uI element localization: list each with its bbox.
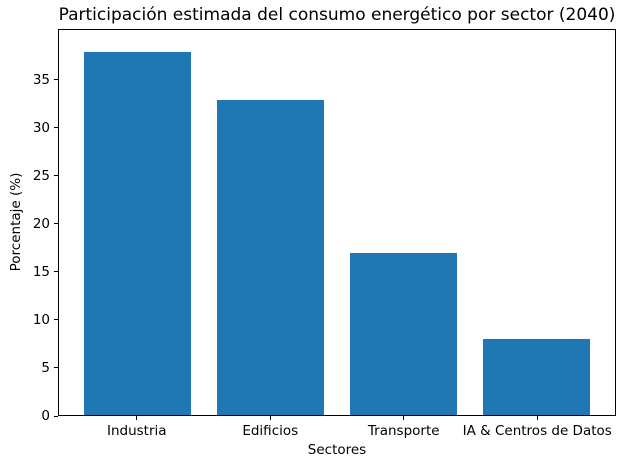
y-tick-label: 0 bbox=[41, 408, 50, 424]
x-tick-label-ia-centros-de-datos: IA & Centros de Datos bbox=[462, 423, 612, 439]
x-tick-mark bbox=[136, 416, 138, 420]
y-tick-mark bbox=[54, 319, 58, 321]
plot-area bbox=[58, 29, 616, 416]
y-tick-mark bbox=[54, 79, 58, 81]
x-axis-label: Sectores bbox=[307, 442, 367, 458]
y-axis-ticks: 0 5 10 15 20 25 30 35 bbox=[0, 29, 58, 424]
bar-transporte bbox=[350, 252, 457, 415]
bars-container bbox=[59, 30, 615, 415]
y-tick-mark bbox=[54, 271, 58, 273]
y-tick-label: 10 bbox=[32, 311, 50, 328]
y-tick-label: 30 bbox=[32, 119, 50, 136]
x-tick-mark bbox=[269, 416, 271, 420]
bar-ia-centros-de-datos bbox=[483, 338, 590, 415]
y-tick-mark bbox=[54, 223, 58, 225]
y-tick-mark bbox=[54, 127, 58, 129]
x-tick-mark bbox=[536, 416, 538, 420]
x-axis-ticks: Industria Edificios Transporte IA & Centros… bbox=[58, 416, 616, 442]
y-tick-label: 15 bbox=[32, 263, 50, 280]
x-tick-mark bbox=[403, 416, 405, 420]
y-tick-mark bbox=[54, 175, 58, 177]
chart-title: Participación estimada del consumo energ… bbox=[58, 5, 616, 25]
y-tick-label: 35 bbox=[32, 71, 50, 88]
y-tick-label: 25 bbox=[32, 167, 50, 184]
x-tick-label-edificios: Edificios bbox=[242, 423, 299, 439]
y-tick-mark bbox=[54, 367, 58, 369]
y-tick-label: 5 bbox=[41, 359, 50, 376]
x-tick-label-transporte: Transporte bbox=[367, 423, 440, 439]
y-tick-mark bbox=[54, 415, 58, 417]
x-tick-label-industria: Industria bbox=[106, 423, 167, 439]
bar-industria bbox=[84, 51, 191, 415]
y-tick-label: 20 bbox=[32, 215, 50, 232]
bar-edificios bbox=[217, 99, 324, 415]
